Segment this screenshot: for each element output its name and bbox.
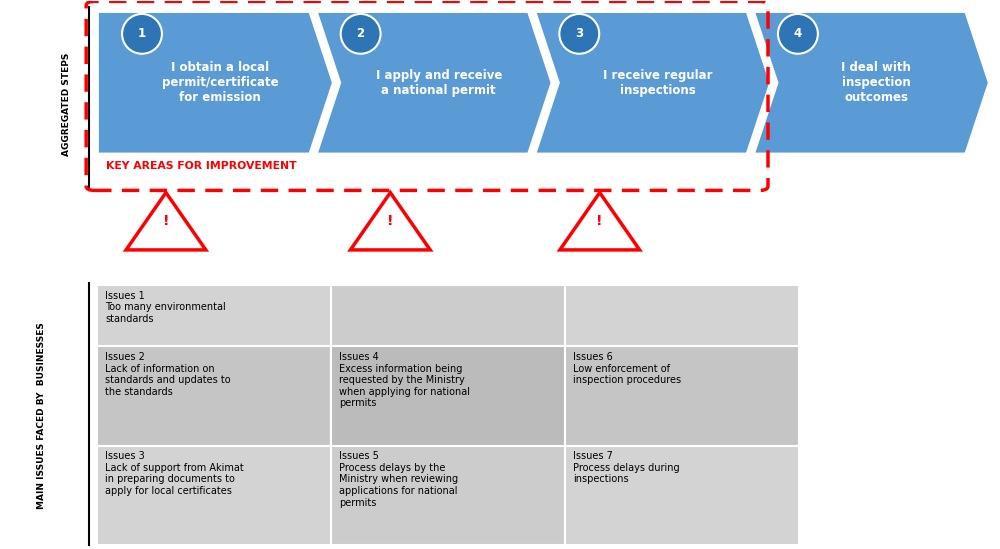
Ellipse shape	[122, 14, 162, 54]
Bar	[331, 285, 565, 346]
Bar	[331, 346, 565, 446]
Ellipse shape	[341, 14, 381, 54]
Ellipse shape	[778, 14, 818, 54]
Text: Issues 5
Process delays by the
Ministry when reviewing
applications for national: Issues 5 Process delays by the Ministry …	[339, 451, 458, 507]
Text: Issues 7
Process delays during
inspections: Issues 7 Process delays during inspectio…	[573, 451, 680, 484]
Text: Issues 6
Low enforcement of
inspection procedures: Issues 6 Low enforcement of inspection p…	[573, 352, 681, 385]
Text: 2: 2	[357, 27, 365, 40]
Text: I obtain a local
permit/certificate
for emission: I obtain a local permit/certificate for …	[162, 61, 278, 104]
Text: 3: 3	[575, 27, 583, 40]
Text: MAIN ISSUES FACED BY  BUSINESSES: MAIN ISSUES FACED BY BUSINESSES	[37, 322, 46, 508]
Polygon shape	[97, 11, 334, 154]
Text: I receive regular
inspections: I receive regular inspections	[603, 69, 712, 97]
Bar	[97, 285, 331, 346]
Text: I deal with
inspection
outcomes: I deal with inspection outcomes	[841, 61, 911, 104]
Text: AGGREGATED STEPS: AGGREGATED STEPS	[62, 53, 71, 156]
Polygon shape	[126, 193, 206, 250]
Bar	[565, 446, 799, 545]
Text: Issues 3
Lack of support from Akimat
in preparing documents to
apply for local c: Issues 3 Lack of support from Akimat in …	[105, 451, 244, 496]
Text: !: !	[163, 214, 169, 228]
Text: 4: 4	[794, 27, 802, 40]
Polygon shape	[753, 11, 990, 154]
Bar	[565, 346, 799, 446]
Bar	[97, 446, 331, 545]
Text: !: !	[387, 214, 394, 228]
Ellipse shape	[559, 14, 599, 54]
Bar	[97, 346, 331, 446]
Text: Issues 1
Too many environmental
standards: Issues 1 Too many environmental standard…	[105, 291, 226, 324]
Text: Issues 4
Excess information being
requested by the Ministry
when applying for na: Issues 4 Excess information being reques…	[339, 352, 470, 408]
Polygon shape	[350, 193, 430, 250]
Text: Issues 2
Lack of information on
standards and updates to
the standards: Issues 2 Lack of information on standard…	[105, 352, 231, 397]
Text: I apply and receive
a national permit: I apply and receive a national permit	[376, 69, 502, 97]
Bar	[331, 446, 565, 545]
Polygon shape	[560, 193, 640, 250]
Text: KEY AREAS FOR IMPROVEMENT: KEY AREAS FOR IMPROVEMENT	[106, 161, 297, 171]
Bar	[565, 285, 799, 346]
Polygon shape	[316, 11, 552, 154]
Text: 1: 1	[138, 27, 146, 40]
Text: !: !	[596, 214, 603, 228]
Polygon shape	[534, 11, 771, 154]
